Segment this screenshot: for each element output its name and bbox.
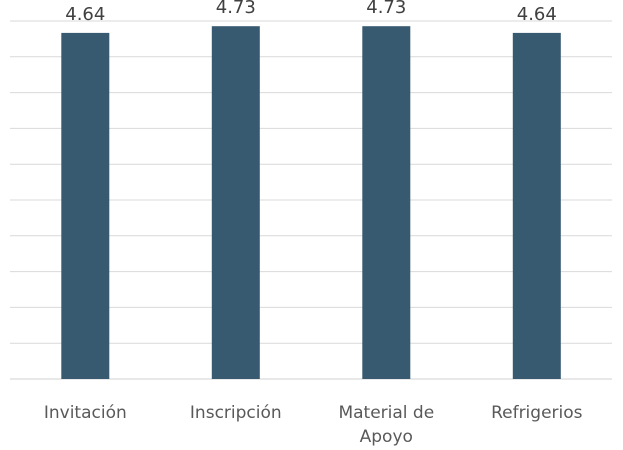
tick-label-line: Apoyo bbox=[360, 427, 413, 447]
tick-label-line: Refrigerios bbox=[491, 403, 583, 423]
category-tick-labels: Invitación Inscripción Material de Apoyo Ref… bbox=[44, 403, 583, 447]
tick-label-line: Material de bbox=[338, 403, 434, 423]
bar-4 bbox=[512, 32, 561, 380]
data-label-2: 4.73 bbox=[216, 0, 256, 18]
bar-1 bbox=[61, 32, 110, 380]
tick-label-line: Invitación bbox=[44, 403, 127, 423]
tick-label-2: Inscripción bbox=[190, 403, 282, 423]
tick-label-4: Refrigerios bbox=[491, 403, 583, 423]
data-labels: 4.64 4.73 4.73 4.64 bbox=[65, 0, 557, 25]
gridlines bbox=[10, 20, 612, 380]
bars bbox=[61, 26, 561, 380]
bar-2 bbox=[211, 26, 260, 379]
bar-3 bbox=[362, 26, 411, 379]
data-label-1: 4.64 bbox=[65, 4, 105, 25]
data-label-3: 4.73 bbox=[366, 0, 406, 18]
tick-label-line: Inscripción bbox=[190, 403, 282, 423]
data-label-4: 4.64 bbox=[517, 4, 557, 25]
tick-label-1: Invitación bbox=[44, 403, 127, 423]
tick-label-3: Material de Apoyo bbox=[338, 403, 434, 447]
